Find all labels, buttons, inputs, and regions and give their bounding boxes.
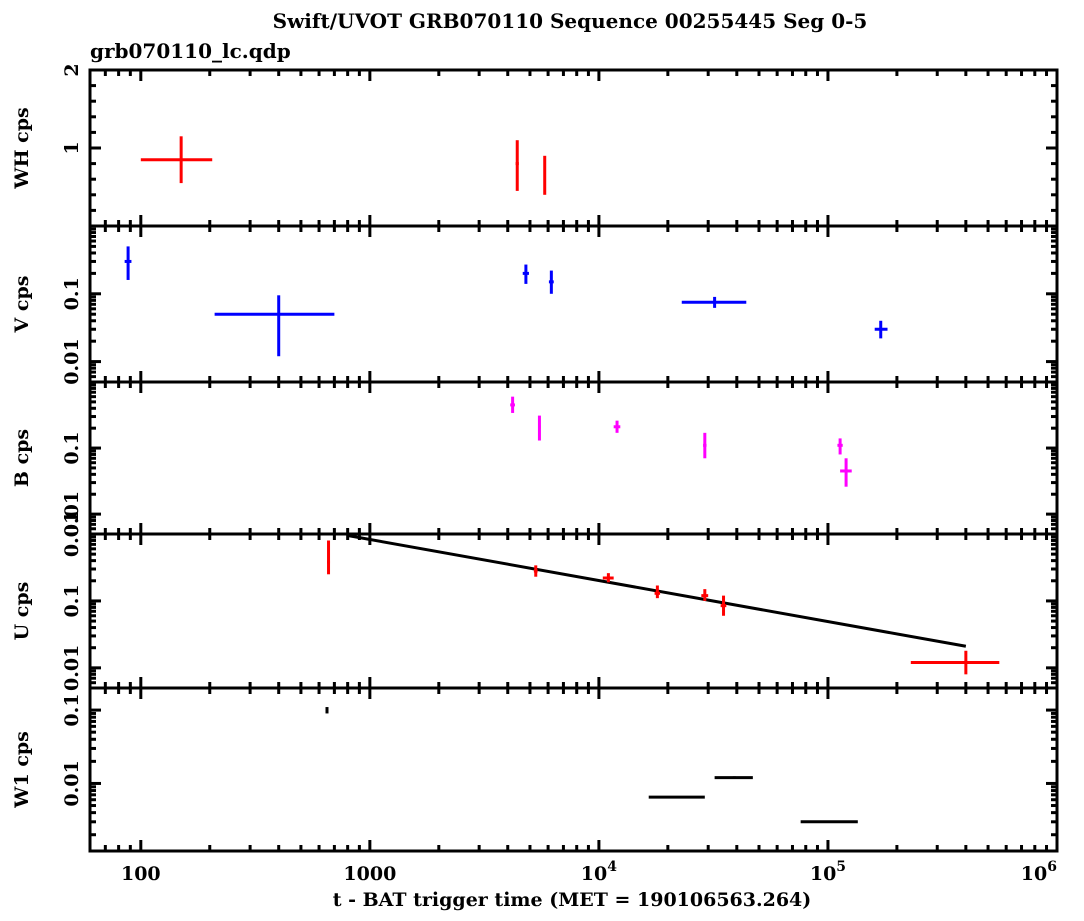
x-tick-label: 1000	[343, 863, 396, 885]
y-tick-label: 0.01	[61, 511, 83, 557]
y-tick-label: 1	[61, 141, 83, 154]
chart-title: Swift/UVOT GRB070110 Sequence 00255445 S…	[273, 9, 868, 33]
y-tick-label: 0.01	[61, 491, 83, 537]
file-name: grb070110_lc.qdp	[90, 39, 291, 63]
y-tick-label: 0.01	[61, 338, 83, 384]
x-tick-label: 104	[581, 859, 617, 885]
panel-frame	[88, 686, 1059, 853]
y-tick-label: 0.1	[61, 694, 83, 727]
y-tick-label: 0.1	[61, 584, 83, 617]
panel-frame	[88, 224, 1059, 384]
y-tick-label: 0.01	[61, 645, 83, 691]
y-axis-label: U cps	[11, 582, 33, 641]
y-axis-label: WH cps	[11, 107, 33, 189]
x-tick-label: 106	[1021, 859, 1057, 885]
x-tick-label: 105	[810, 859, 846, 885]
panel-b: 0.01 0.1 B cps	[11, 380, 1059, 537]
panel-w1: 0.01 0.1 W1 cps	[11, 686, 1059, 853]
y-tick-label: 0.1	[61, 277, 83, 310]
panel-frame	[88, 532, 1059, 690]
y-tick-label: 0.1	[61, 432, 83, 465]
panel-v: 0.01 0.1 V cps	[11, 224, 1059, 385]
x-tick-label: 100	[121, 863, 161, 885]
y-axis-label: V cps	[11, 276, 33, 334]
x-axis-label: t - BAT trigger time (MET = 190106563.26…	[333, 889, 812, 911]
panel-u: 0.01 0.1 0.01 U cps	[11, 511, 1059, 691]
y-tick-label: 2	[61, 63, 83, 76]
y-tick-label: 0.01	[61, 760, 83, 806]
panel-frame	[88, 380, 1059, 536]
y-axis-label: B cps	[11, 429, 33, 487]
panel-frame	[88, 68, 1059, 228]
panel-wh: 1 2 WH cps	[11, 63, 1059, 228]
y-axis-label: W1 cps	[11, 731, 33, 809]
